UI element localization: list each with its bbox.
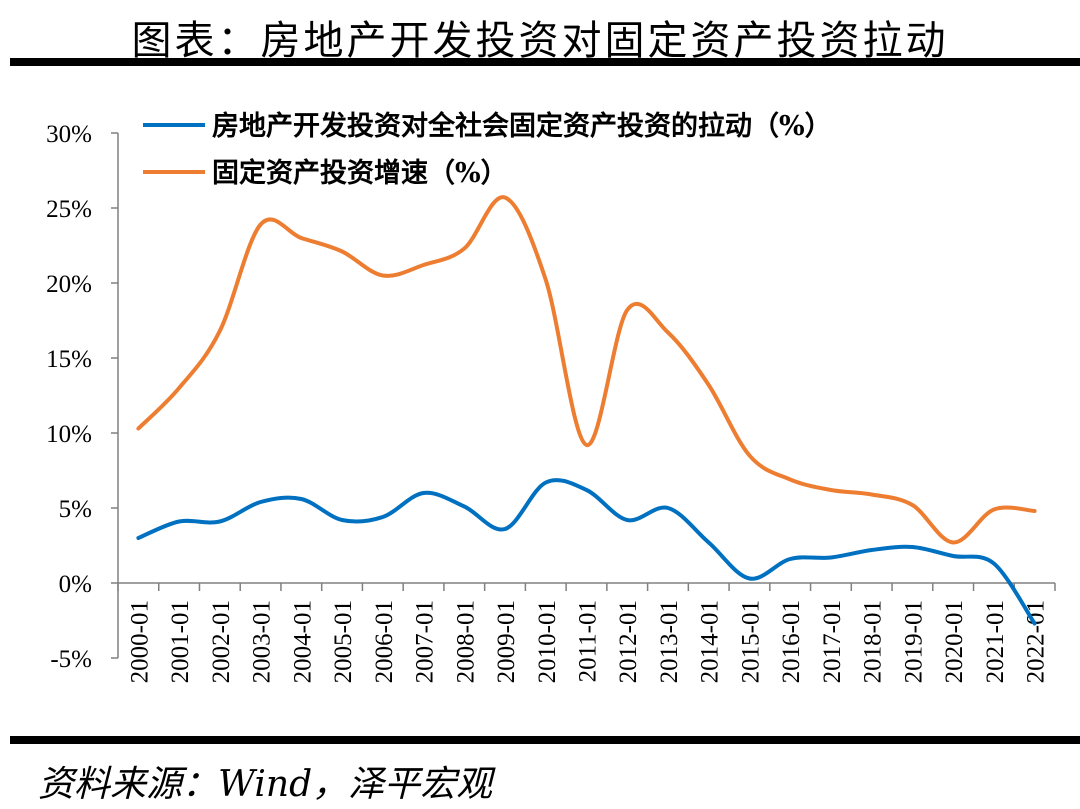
x-tick-label: 2015-01 — [737, 600, 764, 683]
x-tick-label: 2005-01 — [330, 600, 357, 683]
x-tick-label: 2020-01 — [941, 600, 968, 683]
x-tick-label: 2003-01 — [249, 600, 276, 683]
x-tick-label: 2006-01 — [371, 600, 398, 683]
x-tick-label: 2010-01 — [534, 600, 561, 683]
x-tick-label: 2000-01 — [126, 600, 153, 683]
x-tick-label: 2013-01 — [656, 600, 683, 683]
top-rule — [10, 58, 1080, 66]
x-tick-label: 2008-01 — [452, 600, 479, 683]
y-tick-label: 10% — [46, 421, 92, 448]
x-tick-label: 2004-01 — [289, 600, 316, 683]
x-tick-label: 2012-01 — [615, 600, 642, 683]
legend-label-1: 固定资产投资增速（%） — [212, 157, 508, 189]
x-tick-label: 2017-01 — [819, 600, 846, 683]
x-axis-ticks: 2000-01 2001-01 2002-01 2003-01 2004-01 2005-… — [117, 583, 1056, 683]
y-tick-label: 20% — [46, 271, 92, 298]
y-tick-label: 5% — [59, 496, 92, 523]
x-tick-label: 2002-01 — [208, 600, 235, 683]
x-tick-label: 2016-01 — [778, 600, 805, 683]
x-tick-label: 2007-01 — [412, 600, 439, 683]
chart-axes — [117, 133, 1055, 658]
y-tick-label: 15% — [46, 346, 92, 373]
legend: 房地产开发投资对全社会固定资产投资的拉动（%） 固定资产投资增速（%） — [143, 110, 832, 189]
x-tick-label: 2018-01 — [860, 600, 887, 683]
x-tick-label: 2009-01 — [493, 600, 520, 683]
source-note: 资料来源：Wind，泽平宏观 — [38, 764, 493, 805]
x-tick-label: 2021-01 — [982, 600, 1009, 683]
series-layer — [136, 195, 1037, 626]
x-tick-label: 2014-01 — [697, 600, 724, 683]
y-tick-label: 30% — [46, 121, 92, 148]
y-tick-label: 25% — [46, 196, 92, 223]
y-axis-ticks: 30% 25% 20% 15% 10% 5% 0% -5% — [46, 121, 118, 673]
y-tick-label: 0% — [59, 571, 92, 598]
x-tick-label: 2019-01 — [900, 600, 927, 683]
x-tick-label: 2011-01 — [575, 600, 602, 682]
page-title: 图表：房地产开发投资对固定资产投资拉动 — [131, 18, 949, 64]
chart: 30%25%20%15%10%5%0%-5% 2000-01 2001-01 200… — [46, 110, 1056, 683]
legend-label-0: 房地产开发投资对全社会固定资产投资的拉动（%） — [212, 110, 832, 142]
y-tick-label: -5% — [50, 646, 92, 673]
x-tick-label: 2001-01 — [167, 600, 194, 683]
bottom-rule — [10, 736, 1080, 744]
